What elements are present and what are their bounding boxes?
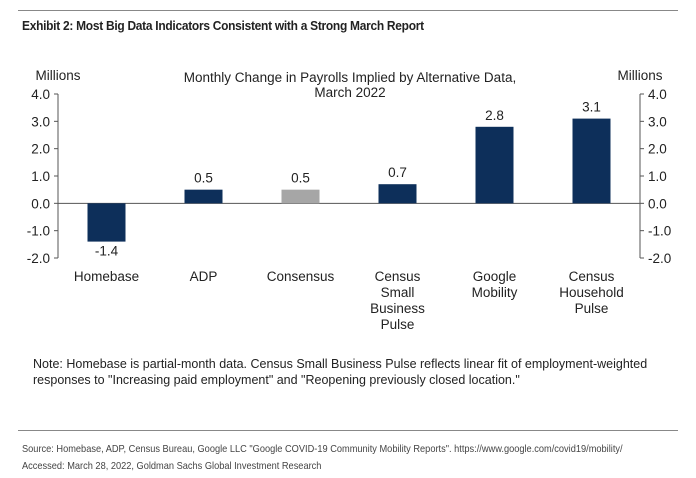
data-label: 3.1 xyxy=(582,100,601,115)
x-tick-label: ADP xyxy=(190,269,218,284)
data-label: -1.4 xyxy=(95,244,119,259)
bar xyxy=(572,118,611,204)
x-tick-label: Mobility xyxy=(472,285,518,300)
chart-title-line1: Monthly Change in Payrolls Implied by Al… xyxy=(184,70,516,85)
x-tick-label: Household xyxy=(559,285,624,300)
y-tick-label-left: -2.0 xyxy=(27,251,50,266)
y-tick-label-right: 0.0 xyxy=(648,196,667,211)
y-tick-label-left: 4.0 xyxy=(31,87,50,102)
y-tick-label-right: 1.0 xyxy=(648,169,667,184)
bar xyxy=(475,126,514,204)
y-tick-label-right: -1.0 xyxy=(648,224,671,239)
chart-title-line2: March 2022 xyxy=(314,85,385,100)
y-axis-label-right: Millions xyxy=(617,68,662,83)
bar xyxy=(378,184,417,204)
y-tick-label-right: 4.0 xyxy=(648,87,667,102)
y-axis-label-left: Millions xyxy=(35,68,80,83)
chart-note: Note: Homebase is partial-month data. Ce… xyxy=(33,357,648,387)
x-tick-label: Small xyxy=(381,285,415,300)
top-rule xyxy=(18,10,678,11)
y-tick-label-right: 3.0 xyxy=(648,114,667,129)
y-tick-label-left: 3.0 xyxy=(31,114,50,129)
x-tick-label: Consensus xyxy=(267,269,335,284)
bar-chart: Monthly Change in Payrolls Implied by Al… xyxy=(27,68,672,332)
x-tick-label: Google xyxy=(473,269,517,284)
x-tick-label: Pulse xyxy=(575,301,609,316)
y-tick-label-left: 1.0 xyxy=(31,169,50,184)
source-line-2: Accessed: March 28, 2022, Goldman Sachs … xyxy=(22,460,322,472)
x-tick-label: Census xyxy=(375,269,421,284)
bar xyxy=(281,189,320,204)
data-label: 0.5 xyxy=(291,171,310,186)
x-tick-label: Business xyxy=(370,301,425,316)
y-tick-label-right: -2.0 xyxy=(648,251,671,266)
source-text: Source: Homebase, ADP, Census Bureau, Go… xyxy=(22,441,623,475)
x-tick-label: Homebase xyxy=(74,269,139,284)
x-tick-label: Census xyxy=(569,269,615,284)
y-tick-label-left: 2.0 xyxy=(31,142,50,157)
y-tick-label-left: -1.0 xyxy=(27,224,50,239)
bar xyxy=(87,203,126,242)
data-label: 2.8 xyxy=(485,108,504,123)
bottom-rule xyxy=(18,430,678,431)
data-label: 0.5 xyxy=(194,171,213,186)
exhibit-title: Exhibit 2: Most Big Data Indicators Cons… xyxy=(22,18,424,33)
x-tick-label: Pulse xyxy=(381,317,415,332)
bar xyxy=(184,189,223,204)
y-tick-label-right: 2.0 xyxy=(648,142,667,157)
source-line-1: Source: Homebase, ADP, Census Bureau, Go… xyxy=(22,443,623,455)
y-tick-label-left: 0.0 xyxy=(31,196,50,211)
data-label: 0.7 xyxy=(388,165,407,180)
